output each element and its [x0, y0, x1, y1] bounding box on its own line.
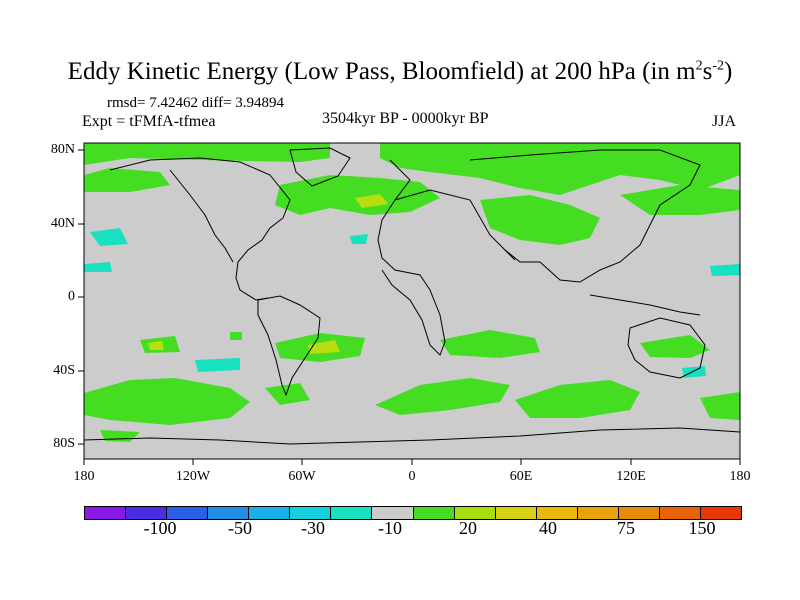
- north-pacific-negative: [90, 228, 128, 246]
- title-superscript-neg2: -2: [712, 58, 724, 74]
- north-pacific-west: [84, 168, 170, 192]
- south-america-max: [308, 340, 340, 354]
- asia-coast: [469, 149, 701, 283]
- title-close-paren: ): [724, 58, 733, 85]
- south-atlantic-band: [440, 330, 540, 358]
- lon-label-60e: 60E: [509, 469, 533, 484]
- experiment-label: Expt = tFMfA-tfmea: [82, 113, 216, 130]
- axis-ticks: [78, 149, 741, 465]
- indonesia-coast: [589, 294, 701, 316]
- positive-anomaly-regions: [84, 143, 740, 442]
- lon-label-180w: 180: [73, 469, 95, 484]
- colorbar-swatch: [331, 507, 373, 519]
- lon-label-0: 0: [408, 469, 416, 484]
- lat-label-80s: 80S: [53, 436, 75, 451]
- south-pacific-negative: [195, 358, 240, 372]
- lat-label-40n: 40N: [50, 216, 75, 231]
- colorbar: [84, 506, 742, 520]
- colorbar-swatch: [167, 507, 209, 519]
- australia-negative: [682, 366, 706, 378]
- atlantic-negative: [350, 234, 368, 244]
- colorbar-label: 75: [617, 518, 635, 538]
- small-patch-230: [230, 332, 242, 340]
- season-label: JJA: [712, 113, 737, 130]
- colorbar-swatch: [536, 507, 578, 519]
- lon-label-180e: 180: [729, 469, 751, 484]
- arctic-band-east: [380, 143, 740, 195]
- north-america-coast: [109, 157, 291, 301]
- colorbar-swatch: [700, 507, 741, 519]
- south-pacific-max: [148, 341, 164, 350]
- colorbar-label: -100: [143, 518, 177, 538]
- colorbar-label: -50: [228, 518, 252, 538]
- lon-label-120w: 120W: [175, 469, 211, 484]
- period-label: 3504kyr BP - 0000kyr BP: [322, 110, 489, 127]
- antarctica-coast: [83, 427, 741, 445]
- stronger-positive-regions: [148, 194, 388, 354]
- negative-anomaly-regions: [84, 228, 740, 378]
- asia-jet-band: [480, 195, 600, 245]
- colorbar-label: 40: [539, 518, 557, 538]
- south-america-patch: [265, 383, 310, 405]
- greenland-coast: [289, 147, 351, 187]
- colorbar-swatch: [495, 507, 537, 519]
- colorbar-swatch: [85, 507, 127, 519]
- lon-label-120e: 120E: [616, 469, 646, 484]
- colorbar-label: -30: [301, 518, 325, 538]
- title-superscript-2: 2: [695, 58, 703, 74]
- title-units-s: s: [702, 58, 713, 85]
- stats-text: rmsd= 7.42462 diff= 3.94894: [107, 95, 285, 111]
- lon-label-60w: 60W: [288, 469, 316, 484]
- colorbar-swatch: [659, 507, 701, 519]
- colorbar-swatch: [372, 507, 414, 519]
- lat-label-80n: 80N: [50, 142, 75, 157]
- colorbar-swatch: [618, 507, 660, 519]
- colorbar-swatch: [454, 507, 496, 519]
- central-pacific-negative: [84, 262, 112, 272]
- southern-ocean-australia: [700, 392, 740, 420]
- lat-label-40s: 40S: [53, 363, 75, 378]
- arctic-band-west: [84, 143, 330, 165]
- pacific-north-band: [620, 185, 740, 215]
- southern-ocean-atlantic: [375, 378, 510, 415]
- lat-label-0: 0: [68, 289, 75, 304]
- south-america-coast: [257, 295, 321, 397]
- colorbar-label: -10: [378, 518, 402, 538]
- colorbar-swatch: [208, 507, 250, 519]
- north-atlantic-max: [355, 194, 388, 208]
- colorbar-swatch: [413, 507, 455, 519]
- south-indian-ocean-band: [640, 335, 710, 358]
- colorbar-swatch: [249, 507, 291, 519]
- colorbar-label: 20: [459, 518, 477, 538]
- colorbar-swatch: [290, 507, 332, 519]
- colorbar-label: 150: [688, 518, 716, 538]
- southern-ocean-pacific: [84, 378, 250, 425]
- east-pacific-negative: [710, 264, 740, 276]
- colorbar-swatch: [126, 507, 168, 519]
- coastlines: [83, 147, 741, 445]
- colorbar-swatch: [577, 507, 619, 519]
- australia-coast: [627, 317, 706, 379]
- map-title: Eddy Kinetic Energy (Low Pass, Bloomfiel…: [67, 58, 733, 85]
- north-america-atlantic-band: [275, 175, 440, 215]
- southern-ocean-indian: [515, 380, 640, 418]
